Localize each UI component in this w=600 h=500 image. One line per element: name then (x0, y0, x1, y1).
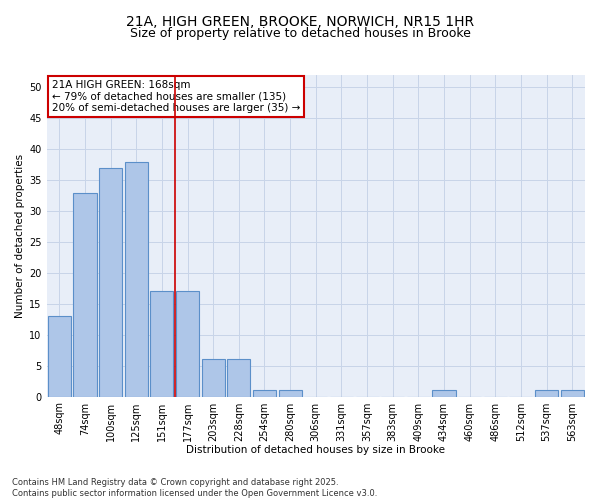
Bar (99, 168, 122, 396)
Text: Contains HM Land Registry data © Crown copyright and database right 2025.
Contai: Contains HM Land Registry data © Crown c… (12, 478, 377, 498)
Bar (151, 292, 173, 397)
Bar (560, 390, 584, 396)
Bar (227, 360, 250, 397)
Bar (73, 192, 97, 396)
Y-axis label: Number of detached properties: Number of detached properties (15, 154, 25, 318)
Bar (433, 390, 455, 396)
Text: Size of property relative to detached houses in Brooke: Size of property relative to detached ho… (130, 28, 470, 40)
Text: 21A HIGH GREEN: 168sqm
← 79% of detached houses are smaller (135)
20% of semi-de: 21A HIGH GREEN: 168sqm ← 79% of detached… (52, 80, 300, 113)
Text: 21A, HIGH GREEN, BROOKE, NORWICH, NR15 1HR: 21A, HIGH GREEN, BROOKE, NORWICH, NR15 1… (126, 15, 474, 29)
Bar (253, 390, 276, 396)
Bar (176, 292, 199, 397)
Bar (278, 390, 302, 396)
X-axis label: Distribution of detached houses by size in Brooke: Distribution of detached houses by size … (186, 445, 445, 455)
Bar (48, 316, 71, 396)
Bar (125, 162, 148, 396)
Bar (535, 390, 558, 396)
Bar (202, 360, 225, 397)
